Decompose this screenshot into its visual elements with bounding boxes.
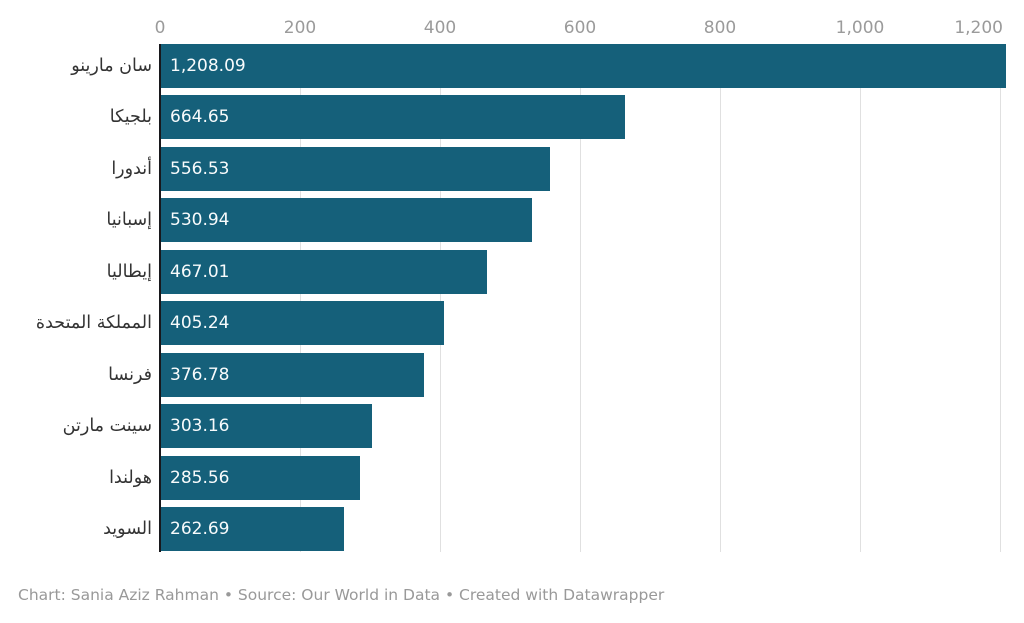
axis-baseline xyxy=(159,44,161,552)
x-tick-label: 1,200 xyxy=(954,18,1003,38)
category-label: المملكة المتحدة xyxy=(35,313,152,333)
category-label: إيطاليا xyxy=(106,262,152,282)
gridline xyxy=(1000,44,1001,552)
x-tick-label: 0 xyxy=(154,18,166,38)
category-label: أندورا xyxy=(111,159,152,179)
bar-italy[interactable]: 467.01 xyxy=(160,250,487,294)
bar-value-label: 262.69 xyxy=(170,519,230,539)
bar-value-label: 664.65 xyxy=(170,107,230,127)
bar-belgium[interactable]: 664.65 xyxy=(160,95,625,139)
bar-san-marino[interactable]: 1,208.09 xyxy=(160,44,1006,88)
category-label: سان مارينو xyxy=(71,56,152,76)
gridline xyxy=(580,44,581,552)
gridline xyxy=(720,44,721,552)
x-tick-label: 600 xyxy=(563,18,597,38)
category-label: بلجيكا xyxy=(109,107,152,127)
gridline xyxy=(860,44,861,552)
category-label: إسبانيا xyxy=(106,210,152,230)
bar-value-label: 303.16 xyxy=(170,416,230,436)
bar-sint-maarten[interactable]: 303.16 xyxy=(160,404,372,448)
x-tick-label: 800 xyxy=(703,18,737,38)
bar-sweden[interactable]: 262.69 xyxy=(160,507,344,551)
bar-france[interactable]: 376.78 xyxy=(160,353,424,397)
bar-value-label: 467.01 xyxy=(170,262,230,282)
chart-footer: Chart: Sania Aziz Rahman • Source: Our W… xyxy=(18,586,665,604)
category-label: السويد xyxy=(103,519,152,539)
bar-value-label: 376.78 xyxy=(170,365,230,385)
bar-value-label: 285.56 xyxy=(170,468,230,488)
gridline xyxy=(440,44,441,552)
bar-spain[interactable]: 530.94 xyxy=(160,198,532,242)
gridline xyxy=(300,44,301,552)
bar-value-label: 530.94 xyxy=(170,210,230,230)
bar-united-kingdom[interactable]: 405.24 xyxy=(160,301,444,345)
bar-andorra[interactable]: 556.53 xyxy=(160,147,550,191)
category-label: هولندا xyxy=(109,468,152,488)
bar-value-label: 1,208.09 xyxy=(170,56,246,76)
x-tick-label: 1,000 xyxy=(835,18,885,38)
bar-value-label: 556.53 xyxy=(170,159,230,179)
x-tick-label: 400 xyxy=(423,18,457,38)
category-label: فرنسا xyxy=(108,365,152,385)
category-label: سينت مارتن xyxy=(62,416,152,436)
bar-netherlands[interactable]: 285.56 xyxy=(160,456,360,500)
bar-value-label: 405.24 xyxy=(170,313,230,333)
x-tick-label: 200 xyxy=(283,18,317,38)
